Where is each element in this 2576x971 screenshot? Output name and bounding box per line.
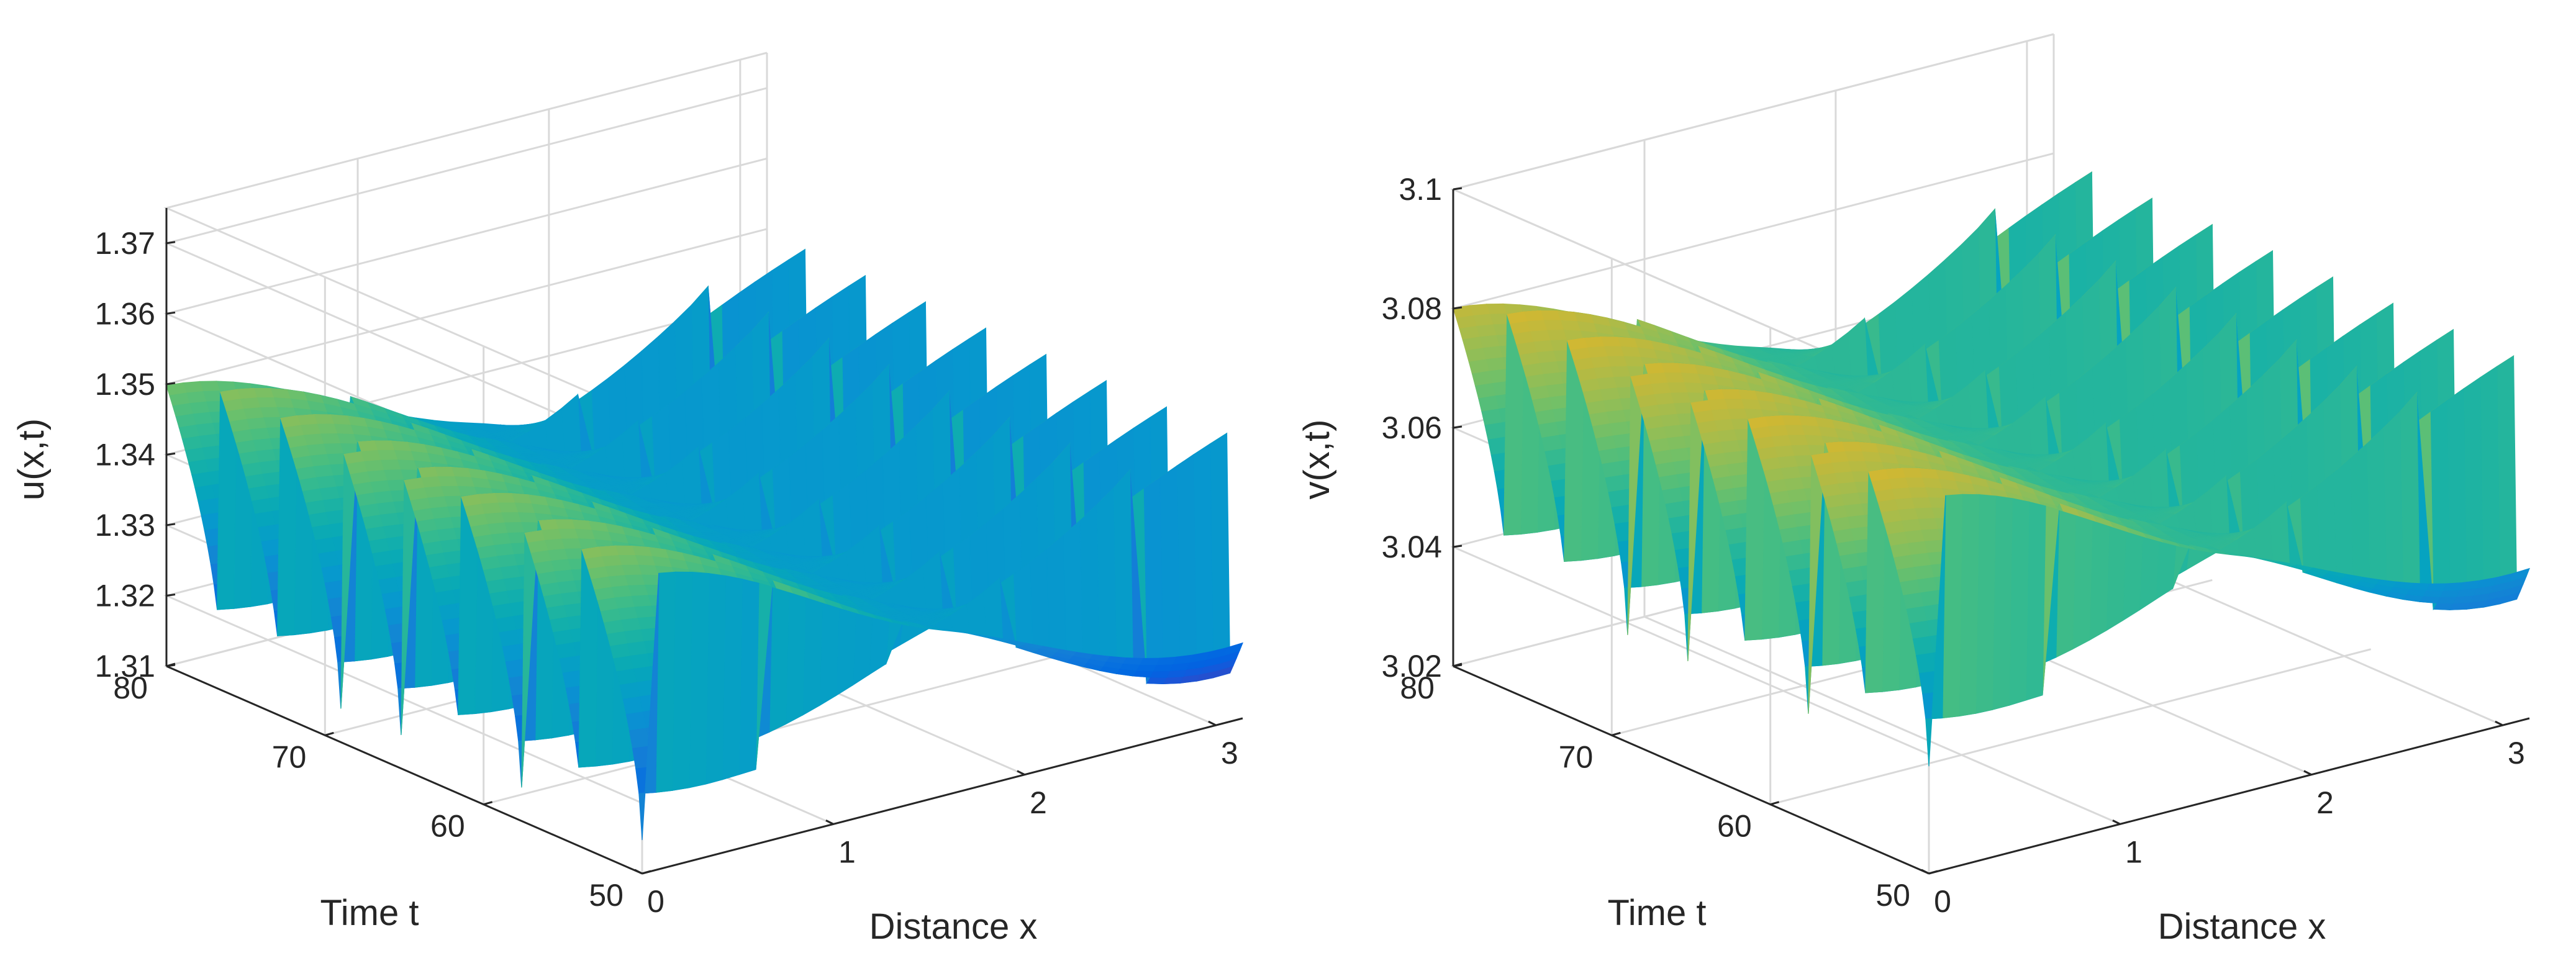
surface-patch — [438, 603, 460, 621]
surface-patch — [378, 577, 399, 595]
surface — [166, 248, 1244, 841]
surface-patch — [499, 630, 520, 648]
surface-patch — [197, 498, 219, 516]
surface-patch — [321, 565, 342, 584]
surface-patch — [318, 551, 339, 569]
surface-patch — [324, 580, 346, 600]
surface-patch — [502, 644, 524, 662]
surface-patch — [384, 606, 406, 626]
surface-patch — [559, 656, 580, 674]
surface-patch — [258, 524, 279, 543]
surface-plot-u: 1.311.321.331.341.351.361.37506070800123… — [11, 52, 1244, 947]
surface-patch — [381, 591, 402, 610]
